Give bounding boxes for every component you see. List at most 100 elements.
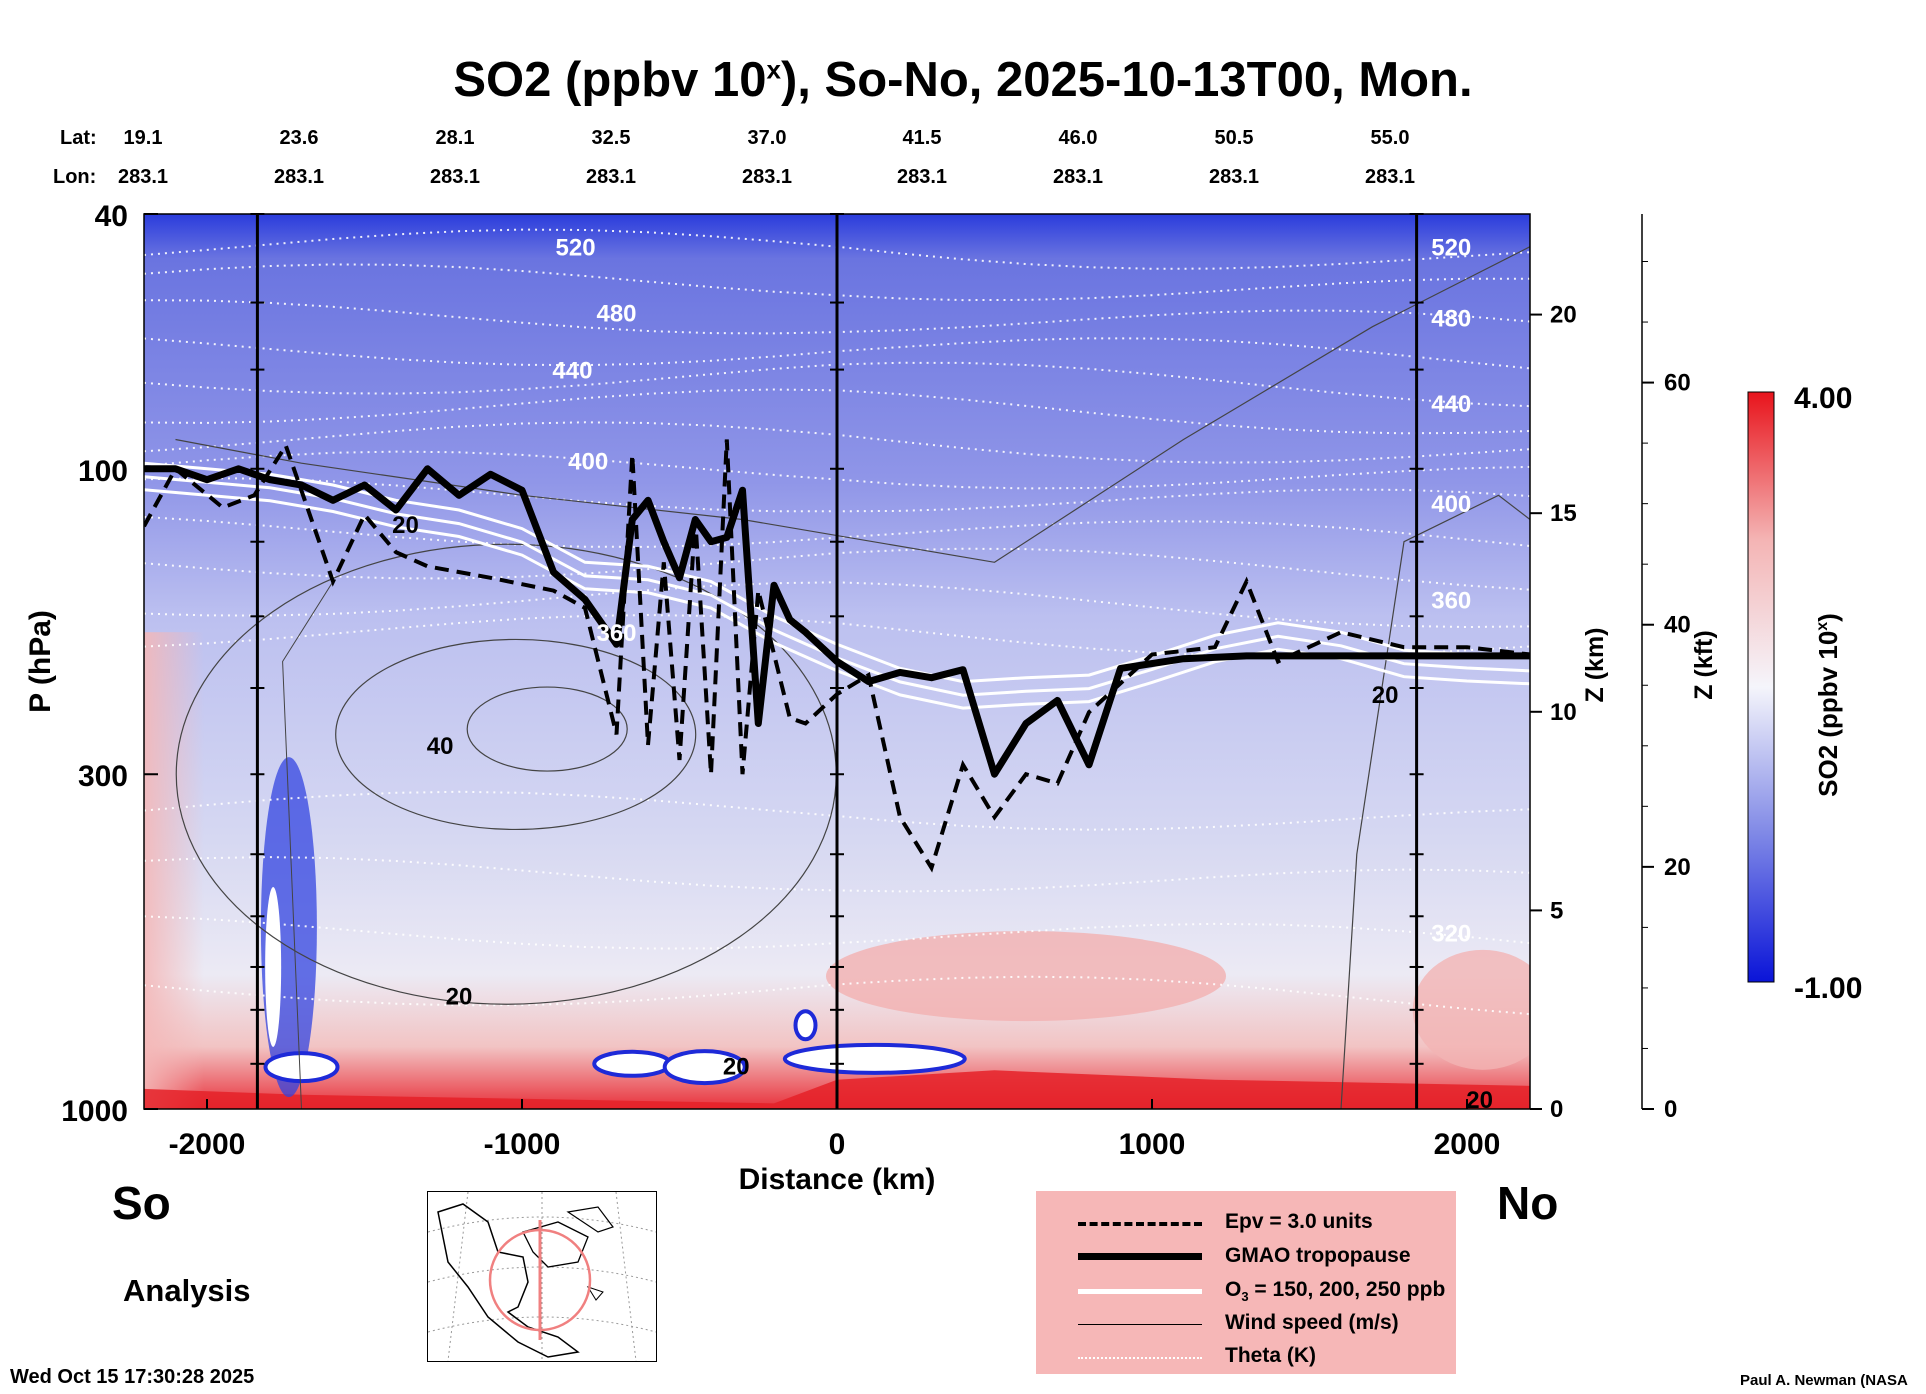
map-graphic bbox=[428, 1192, 656, 1361]
lat-value: 32.5 bbox=[592, 127, 631, 149]
theta-line-swatch bbox=[1078, 1357, 1202, 1359]
wind-contour-south bbox=[282, 581, 334, 1109]
zkm-tick-label: 0 bbox=[1550, 1096, 1563, 1123]
legend-label-ozone: O3 = 150, 200, 250 ppb bbox=[1225, 1278, 1446, 1305]
wind-line-swatch bbox=[1078, 1324, 1202, 1325]
legend-label-theta: Theta (K) bbox=[1225, 1344, 1316, 1367]
zkm-tick-label: 20 bbox=[1550, 302, 1577, 329]
epv-line bbox=[144, 439, 1530, 873]
lon-value: 283.1 bbox=[1365, 166, 1415, 188]
theta-label: 360 bbox=[596, 620, 636, 647]
x-tick-label: 1000 bbox=[1119, 1128, 1186, 1161]
x-tick-label: 0 bbox=[829, 1128, 846, 1161]
lon-value: 283.1 bbox=[430, 166, 480, 188]
lat-row-label: Lat: bbox=[60, 127, 97, 149]
zkft-tick-label: 0 bbox=[1664, 1096, 1677, 1123]
lon-row-label: Lon: bbox=[53, 166, 96, 188]
theta-label: 520 bbox=[1431, 235, 1471, 262]
legend: Epv = 3.0 units GMAO tropopause O3 = 150… bbox=[1036, 1191, 1456, 1374]
so2-white-patch-1 bbox=[592, 1049, 673, 1078]
lat-value: 37.0 bbox=[748, 127, 787, 149]
zkft-axis-title: Z (kft) bbox=[1690, 630, 1718, 699]
y-tick-label: 1000 bbox=[61, 1095, 128, 1128]
zkft-tick-label: 60 bbox=[1664, 370, 1691, 397]
wind-label: 20 bbox=[1372, 682, 1399, 709]
theta-label: 440 bbox=[1431, 391, 1471, 418]
theta-label: 360 bbox=[1431, 587, 1471, 614]
lon-value: 283.1 bbox=[586, 166, 636, 188]
chart-title: SO2 (ppbv 10x), So-No, 2025-10-13T00, Mo… bbox=[453, 53, 1473, 107]
so2-left-edge bbox=[144, 632, 204, 1109]
lat-value: 23.6 bbox=[280, 127, 319, 149]
y-tick-label: 100 bbox=[78, 455, 128, 488]
legend-item-ozone: O3 = 150, 200, 250 ppb bbox=[1036, 1275, 1456, 1307]
theta-label: 520 bbox=[556, 235, 596, 262]
lat-value: 28.1 bbox=[436, 127, 475, 149]
zkft-tick-label: 40 bbox=[1664, 612, 1691, 639]
y-tick-label: 40 bbox=[95, 200, 128, 233]
lat-value: 19.1 bbox=[124, 127, 163, 149]
lat-value: 46.0 bbox=[1059, 127, 1098, 149]
credit: Paul A. Newman (NASA bbox=[1740, 1372, 1908, 1389]
x-axis-title: Distance (km) bbox=[739, 1163, 936, 1196]
legend-item-epv: Epv = 3.0 units bbox=[1036, 1207, 1456, 1239]
x-tick-label: -1000 bbox=[484, 1128, 561, 1161]
theta-label: 480 bbox=[596, 300, 636, 327]
so2-white-patch-0 bbox=[263, 1051, 340, 1084]
timestamp: Wed Oct 15 17:30:28 2025 bbox=[10, 1366, 255, 1388]
zkft-tick-label: 20 bbox=[1664, 854, 1691, 881]
theta-label: 400 bbox=[568, 448, 608, 475]
theta-label: 480 bbox=[1431, 305, 1471, 332]
lon-value: 283.1 bbox=[897, 166, 947, 188]
wind-label: 40 bbox=[427, 733, 454, 760]
theta-label: 320 bbox=[1431, 920, 1471, 947]
epv-line-swatch bbox=[1078, 1222, 1202, 1226]
tropopause-line bbox=[144, 465, 1530, 778]
wind-label: 20 bbox=[1466, 1087, 1493, 1114]
wind-label: 20 bbox=[446, 984, 473, 1011]
legend-item-tropopause: GMAO tropopause bbox=[1036, 1241, 1456, 1273]
lon-value: 283.1 bbox=[274, 166, 324, 188]
x-tick-label: 2000 bbox=[1434, 1128, 1501, 1161]
wind-contour-upper bbox=[175, 246, 1530, 563]
zkm-tick-label: 10 bbox=[1550, 699, 1577, 726]
theta-label: 440 bbox=[552, 358, 592, 385]
colorbar-min-label: -1.00 bbox=[1794, 972, 1862, 1005]
colorbar bbox=[1747, 391, 1775, 983]
y-tick-label: 300 bbox=[78, 760, 128, 793]
colorbar-title: SO2 (ppbv 10x) bbox=[1813, 613, 1843, 797]
legend-item-theta: Theta (K) bbox=[1036, 1341, 1456, 1373]
analysis-label: Analysis bbox=[123, 1273, 251, 1308]
lon-value: 283.1 bbox=[118, 166, 168, 188]
wind-contour-inner bbox=[466, 686, 628, 772]
x-tick-label: -2000 bbox=[169, 1128, 246, 1161]
so2-white-patch-2 bbox=[662, 1049, 747, 1086]
north-label: No bbox=[1497, 1177, 1559, 1229]
zkm-tick-label: 15 bbox=[1550, 500, 1577, 527]
tropopause-line-swatch bbox=[1078, 1253, 1202, 1260]
y-axis-title: P (hPa) bbox=[24, 610, 57, 713]
ozone-line-swatch bbox=[1078, 1289, 1202, 1294]
wind-label: 20 bbox=[392, 512, 419, 539]
zkm-axis-title: Z (km) bbox=[1581, 628, 1609, 703]
location-map-inset bbox=[427, 1191, 657, 1362]
wind-contour-north bbox=[1340, 494, 1530, 1109]
legend-label-wind: Wind speed (m/s) bbox=[1225, 1311, 1399, 1334]
colorbar-max-label: 4.00 bbox=[1794, 382, 1852, 415]
lon-value: 283.1 bbox=[1053, 166, 1103, 188]
lon-value: 283.1 bbox=[1209, 166, 1259, 188]
wind-label: 20 bbox=[723, 1053, 750, 1080]
lat-value: 41.5 bbox=[903, 127, 942, 149]
legend-item-wind: Wind speed (m/s) bbox=[1036, 1308, 1456, 1340]
zkm-tick-label: 5 bbox=[1550, 897, 1563, 924]
legend-label-epv: Epv = 3.0 units bbox=[1225, 1210, 1373, 1233]
wind-contour-40 bbox=[335, 638, 697, 831]
so2-white-patch-4 bbox=[793, 1009, 818, 1042]
theta-label: 400 bbox=[1431, 491, 1471, 518]
lat-value: 50.5 bbox=[1215, 127, 1254, 149]
so2-white-patch-3 bbox=[782, 1042, 967, 1075]
so2-pink-patch-north bbox=[1412, 949, 1530, 1070]
legend-label-tropopause: GMAO tropopause bbox=[1225, 1244, 1411, 1267]
lon-value: 283.1 bbox=[742, 166, 792, 188]
